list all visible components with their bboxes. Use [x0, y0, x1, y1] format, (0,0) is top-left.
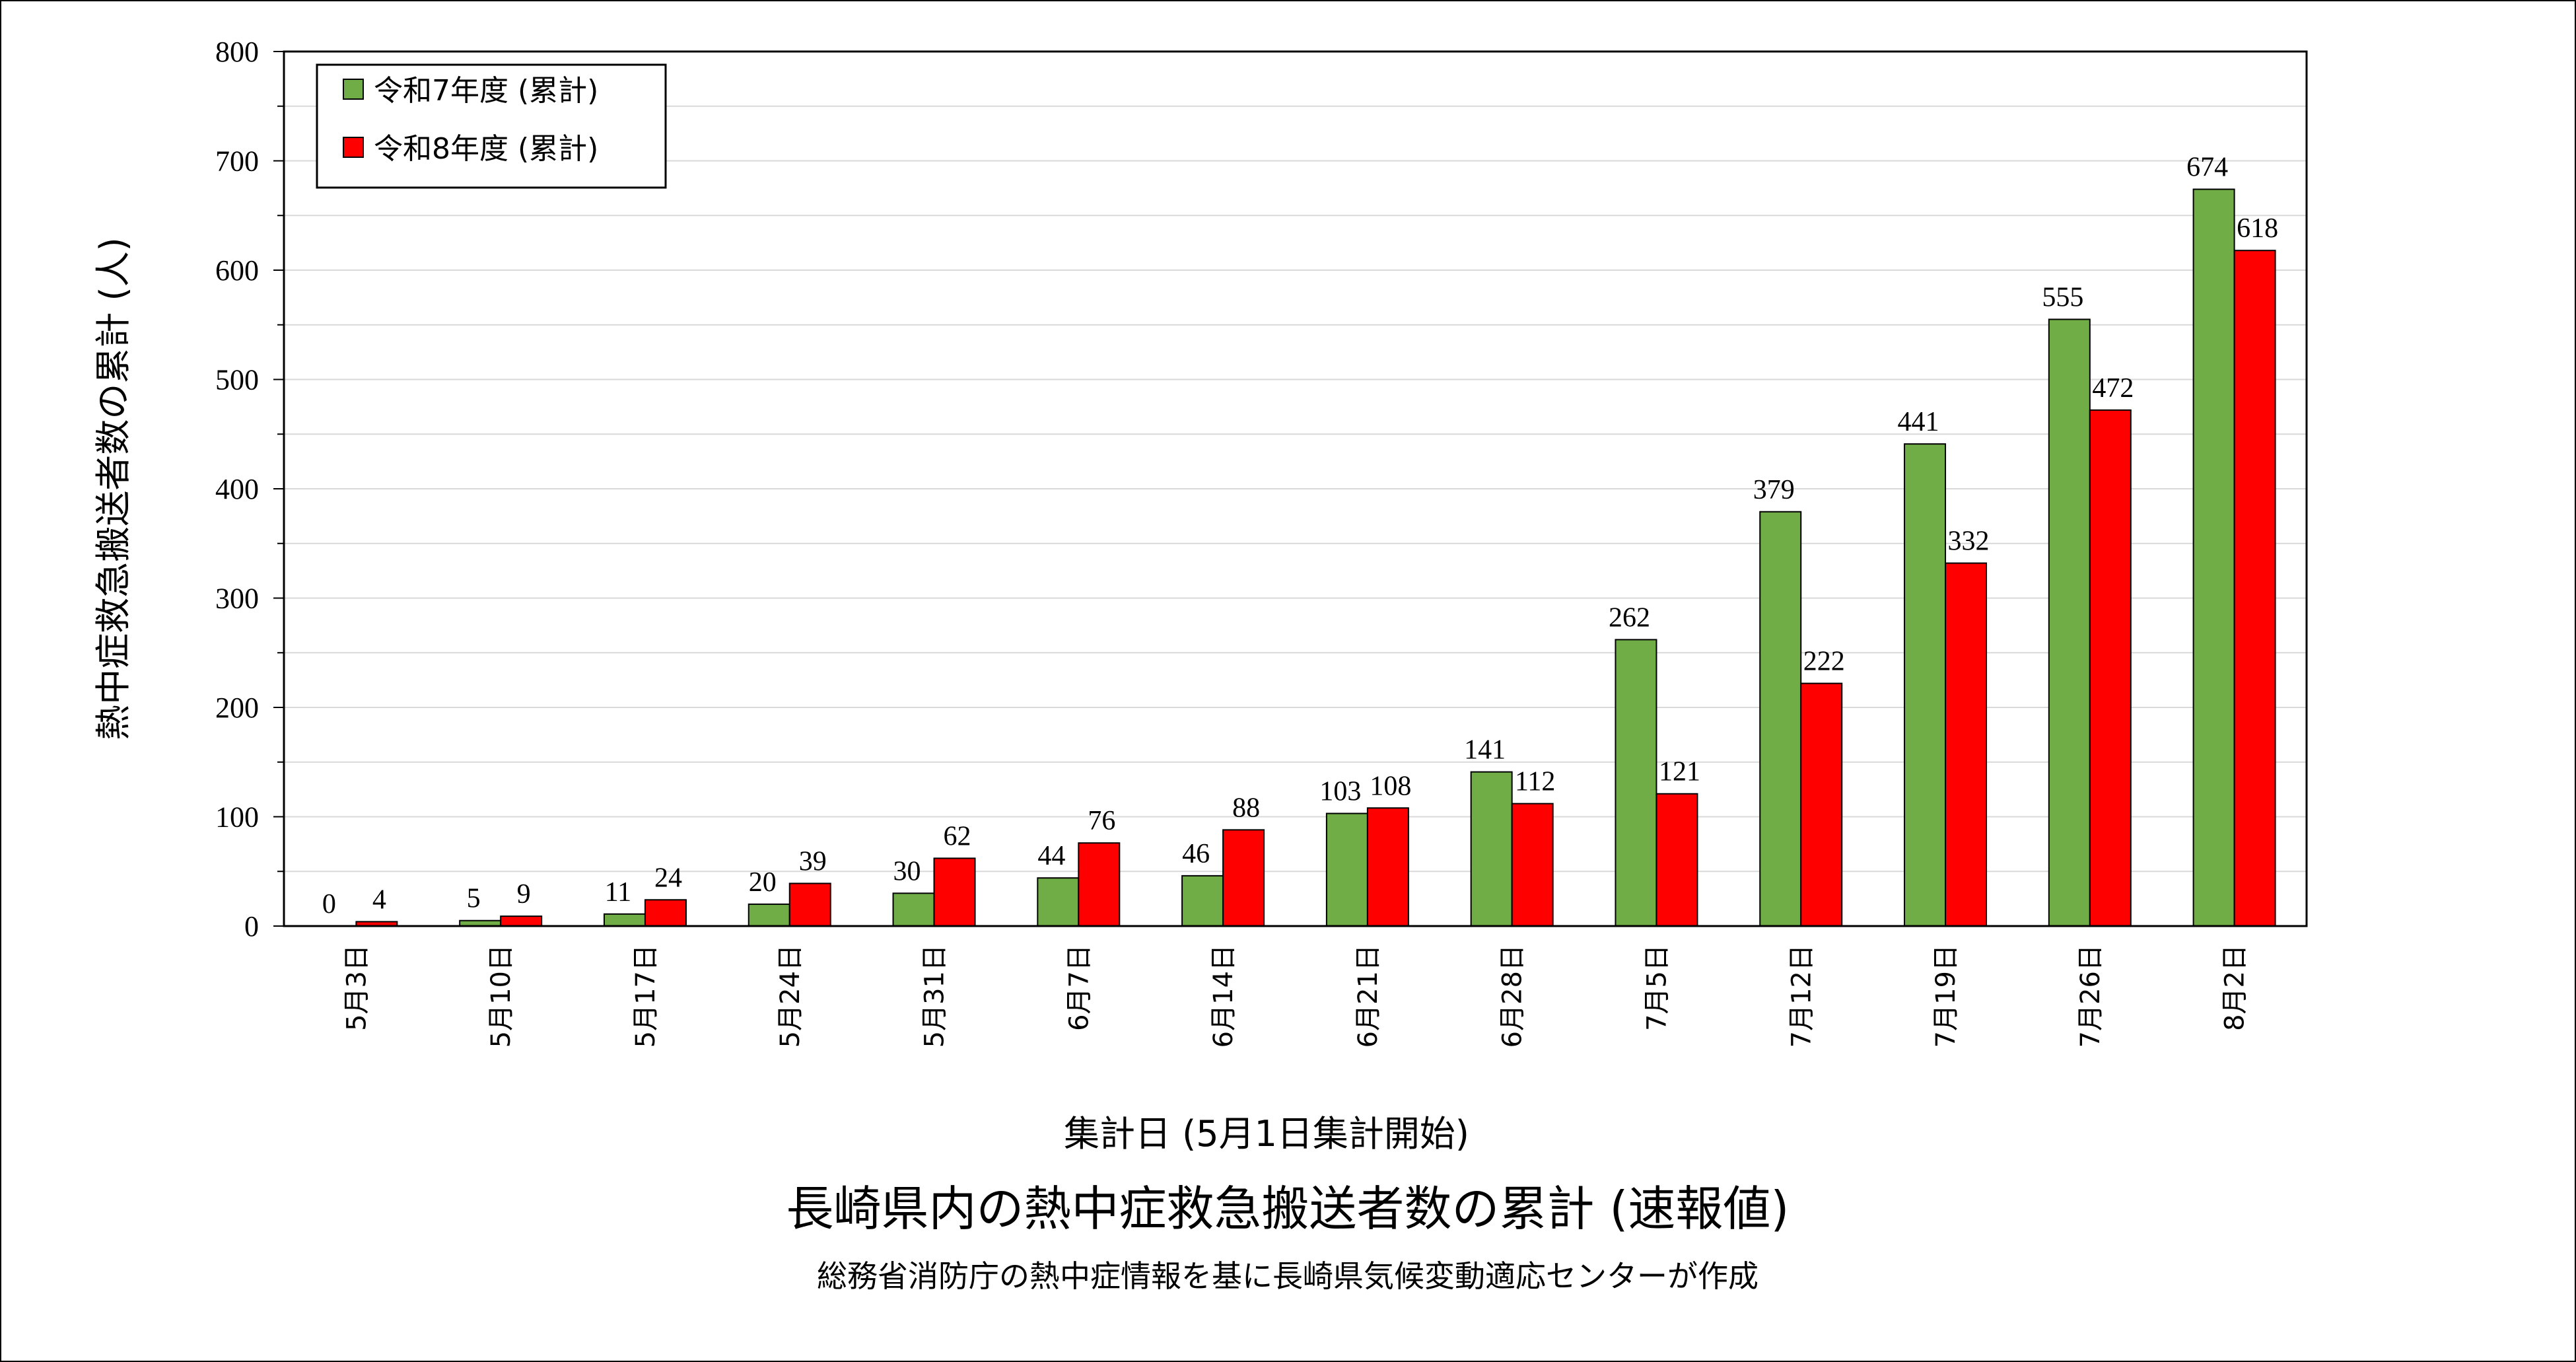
gridlines — [284, 105, 2307, 873]
bar-reiwa8 — [1655, 793, 1698, 927]
data-label-reiwa7: 141 — [1464, 735, 1506, 766]
y-tick-label: 700 — [215, 145, 259, 178]
bars — [355, 188, 2276, 927]
x-tick-label: 5月24日 — [775, 945, 806, 1048]
bar-reiwa8 — [2089, 409, 2132, 927]
bar-reiwa8 — [1078, 842, 1121, 927]
y-minor-ticks — [273, 51, 284, 927]
data-label-reiwa8: 108 — [1370, 771, 1411, 801]
data-label-reiwa7: 30 — [893, 856, 921, 886]
legend-swatch-reiwa8 — [343, 137, 364, 158]
bar-reiwa7 — [1325, 812, 1368, 927]
data-label-reiwa7: 0 — [322, 889, 336, 919]
legend-label-reiwa7: 令和7年度 (累計) — [374, 74, 598, 108]
legend: 令和7年度 (累計) 令和8年度 (累計) — [316, 63, 667, 189]
data-label-reiwa8: 62 — [944, 821, 971, 851]
bar-reiwa7 — [1759, 511, 1802, 927]
y-tick-label: 400 — [215, 473, 259, 505]
data-label-reiwa7: 674 — [2186, 153, 2228, 183]
y-tick-label: 600 — [215, 254, 259, 287]
x-tick-label: 6月28日 — [1498, 945, 1528, 1048]
data-label-reiwa7: 44 — [1037, 841, 1065, 871]
y-tick-label: 800 — [215, 36, 259, 68]
x-tick-label: 5月3日 — [341, 945, 372, 1031]
data-label-reiwa8: 222 — [1803, 647, 1845, 677]
data-label-reiwa7: 555 — [2042, 282, 2083, 312]
plot-area — [283, 50, 2308, 927]
bar-reiwa7 — [603, 913, 646, 927]
x-tick-label: 6月7日 — [1064, 945, 1094, 1031]
x-tick-label: 7月26日 — [2075, 945, 2106, 1048]
y-tick-label: 300 — [215, 583, 259, 615]
bar-reiwa8 — [644, 899, 687, 927]
data-label-reiwa8: 112 — [1515, 767, 1555, 797]
data-label-reiwa8: 88 — [1232, 793, 1260, 823]
data-label-reiwa8: 121 — [1659, 757, 1700, 787]
bar-reiwa8 — [933, 857, 976, 927]
data-label-reiwa8: 9 — [517, 879, 531, 910]
bar-reiwa7 — [1904, 443, 1947, 927]
y-tick-label: 200 — [215, 692, 259, 724]
data-label-reiwa8: 332 — [1948, 526, 1990, 557]
data-label-reiwa7: 20 — [749, 867, 777, 898]
bar-reiwa7 — [1037, 877, 1080, 927]
data-label-reiwa8: 39 — [799, 846, 827, 877]
data-label-reiwa8: 618 — [2237, 213, 2278, 244]
data-labels: 0 4 5 9 11 24 20 39 30 62 44 76 46 88 103 108 141 112 262 1… — [322, 153, 2278, 919]
chart-title: 長崎県内の熱中症救急搬送者数の累計 (速報値) — [786, 1181, 1789, 1237]
data-label-reiwa7: 46 — [1182, 839, 1210, 869]
legend-box — [316, 63, 667, 189]
x-axis-title: 集計日 (5月1日集計開始) — [1064, 1113, 1469, 1155]
x-tick-label: 6月21日 — [1353, 945, 1383, 1048]
data-label-reiwa7: 441 — [1898, 407, 1939, 437]
legend-label-reiwa8: 令和8年度 (累計) — [374, 132, 598, 166]
bar-reiwa8 — [1366, 807, 1409, 927]
x-tick-label: 7月5日 — [1642, 945, 1672, 1031]
bar-reiwa7 — [2048, 318, 2091, 927]
y-tick-label: 500 — [215, 364, 259, 396]
bar-reiwa8 — [1945, 562, 1988, 927]
bar-reiwa7 — [2192, 188, 2235, 927]
data-label-reiwa7: 11 — [605, 877, 631, 908]
bar-reiwa8 — [1800, 682, 1843, 927]
bar-reiwa8 — [2233, 250, 2276, 927]
y-axis-title: 熱中症救急搬送者数の累計 (人) — [92, 237, 134, 740]
bar-reiwa8 — [1222, 829, 1265, 927]
x-tick-label: 5月10日 — [486, 945, 516, 1048]
y-axis-ticks: 0 100 200 300 400 500 600 700 800 — [215, 36, 259, 943]
legend-swatch-reiwa7 — [343, 79, 364, 100]
data-label-reiwa7: 379 — [1753, 475, 1795, 505]
x-tick-label: 6月14日 — [1208, 945, 1239, 1048]
x-tick-label: 5月17日 — [631, 945, 661, 1048]
bar-reiwa7 — [1470, 771, 1513, 927]
bar-reiwa7 — [892, 892, 935, 927]
data-label-reiwa8: 24 — [654, 863, 682, 893]
data-label-reiwa7: 103 — [1319, 777, 1361, 807]
bar-reiwa8 — [788, 882, 831, 927]
bar-reiwa8 — [1511, 803, 1554, 927]
data-label-reiwa7: 5 — [467, 884, 481, 914]
data-label-reiwa8: 76 — [1088, 806, 1115, 836]
x-tick-label: 8月2日 — [2220, 945, 2250, 1031]
y-tick-label: 0 — [244, 910, 259, 943]
x-axis-labels: 5月3日 5月10日 5月17日 5月24日 5月31日 6月7日 6月14日 6月21日 6月… — [341, 945, 2250, 1048]
bar-reiwa8 — [500, 915, 543, 927]
x-tick-label: 5月31日 — [920, 945, 950, 1048]
data-label-reiwa8: 472 — [2092, 373, 2134, 404]
x-tick-label: 7月12日 — [1786, 945, 1817, 1048]
data-label-reiwa8: 4 — [372, 884, 386, 915]
chart-subtitle: 総務省消防庁の熱中症情報を基に長崎県気候変動適応センターが作成 — [817, 1258, 1758, 1294]
bar-reiwa7 — [1181, 875, 1224, 927]
bar-reiwa7 — [748, 903, 790, 927]
bar-reiwa7 — [1615, 639, 1657, 927]
data-label-reiwa7: 262 — [1609, 602, 1650, 633]
y-tick-label: 100 — [215, 801, 259, 834]
x-tick-label: 7月19日 — [1931, 945, 1961, 1048]
